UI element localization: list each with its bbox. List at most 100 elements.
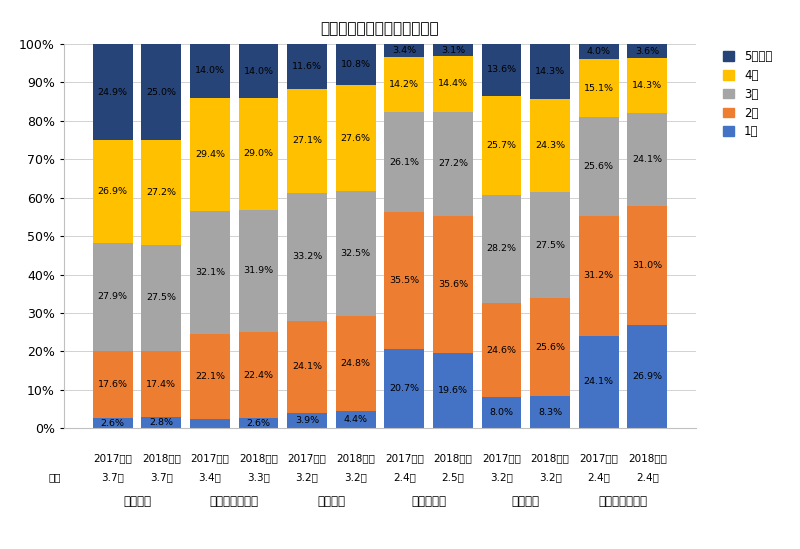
Text: 14.3%: 14.3% [535, 67, 565, 76]
Bar [627, 44, 667, 58]
Bar [384, 349, 424, 428]
Text: 中古戸建: 中古戸建 [512, 495, 540, 508]
Bar [384, 112, 424, 212]
Text: 15.1%: 15.1% [584, 84, 614, 93]
Text: 35.6%: 35.6% [438, 280, 468, 289]
Text: 27.9%: 27.9% [98, 293, 128, 301]
Text: 8.0%: 8.0% [490, 408, 514, 417]
Bar [627, 113, 667, 206]
Text: 10.8%: 10.8% [341, 60, 370, 69]
Text: 27.2%: 27.2% [146, 188, 176, 197]
Bar [93, 44, 133, 140]
Text: 3.2人: 3.2人 [296, 473, 318, 483]
Text: 2017年度: 2017年度 [288, 453, 326, 463]
Text: 26.1%: 26.1% [390, 158, 419, 166]
Bar [433, 111, 473, 216]
Bar [93, 351, 133, 418]
Text: 27.6%: 27.6% [341, 133, 370, 143]
Bar [238, 210, 278, 332]
Bar [433, 56, 473, 111]
Bar [530, 298, 570, 396]
Text: 11.6%: 11.6% [292, 62, 322, 71]
Bar [238, 418, 278, 428]
Bar [433, 216, 473, 353]
Bar [336, 85, 376, 191]
Text: 24.8%: 24.8% [341, 359, 370, 368]
Bar [384, 57, 424, 112]
Bar [579, 59, 618, 117]
Bar [433, 44, 473, 56]
Text: 2.4人: 2.4人 [636, 473, 658, 483]
Bar [142, 141, 181, 245]
Text: 25.6%: 25.6% [584, 162, 614, 171]
Text: 28.2%: 28.2% [486, 244, 517, 253]
Bar [579, 44, 618, 59]
Bar [433, 353, 473, 428]
Text: 27.5%: 27.5% [535, 240, 565, 250]
Text: 2017年度: 2017年度 [94, 453, 132, 463]
Text: 2018年度: 2018年度 [530, 453, 570, 463]
Text: 19.6%: 19.6% [438, 386, 468, 395]
Text: 27.1%: 27.1% [292, 137, 322, 145]
Bar [482, 303, 522, 397]
Bar [142, 417, 181, 428]
Text: 14.2%: 14.2% [390, 80, 419, 89]
Text: 24.1%: 24.1% [584, 377, 614, 386]
Text: 建売住宅: 建売住宅 [318, 495, 346, 508]
Bar [530, 396, 570, 428]
Bar [287, 413, 327, 428]
Bar [579, 335, 618, 428]
Text: 2018年度: 2018年度 [142, 453, 181, 463]
Text: 26.9%: 26.9% [98, 187, 128, 196]
Text: 25.0%: 25.0% [146, 88, 176, 97]
Text: 2018年度: 2018年度 [628, 453, 666, 463]
Text: 24.3%: 24.3% [535, 141, 565, 150]
Bar [142, 351, 181, 417]
Text: 27.5%: 27.5% [146, 293, 176, 302]
Text: 29.0%: 29.0% [243, 149, 274, 158]
Bar [336, 43, 376, 85]
Text: 25.6%: 25.6% [535, 343, 565, 351]
Text: 土地付注文住宅: 土地付注文住宅 [210, 495, 258, 508]
Text: 2017年度: 2017年度 [579, 453, 618, 463]
Text: 32.5%: 32.5% [341, 249, 370, 258]
Text: 注文住宅: 注文住宅 [123, 495, 151, 508]
Bar [93, 418, 133, 428]
Bar [190, 98, 230, 211]
Text: 3.1%: 3.1% [441, 46, 465, 55]
Text: 4.0%: 4.0% [586, 47, 610, 56]
Text: 17.6%: 17.6% [98, 380, 128, 389]
Text: 3.2人: 3.2人 [538, 473, 562, 483]
Text: 31.9%: 31.9% [243, 266, 274, 276]
Text: 2018年度: 2018年度 [336, 453, 375, 463]
Bar [93, 140, 133, 243]
Text: 3.4%: 3.4% [392, 46, 416, 55]
Bar [336, 316, 376, 411]
Bar [482, 194, 522, 303]
Text: 2.8%: 2.8% [150, 418, 174, 427]
Text: 14.0%: 14.0% [195, 66, 225, 75]
Text: 24.1%: 24.1% [632, 155, 662, 164]
Text: 4.4%: 4.4% [344, 415, 368, 424]
Bar [482, 43, 522, 96]
Bar [482, 96, 522, 194]
Bar [142, 44, 181, 141]
Text: 22.4%: 22.4% [243, 371, 274, 380]
Bar [190, 211, 230, 334]
Bar [142, 245, 181, 351]
Text: 2.4人: 2.4人 [393, 473, 416, 483]
Text: 14.0%: 14.0% [243, 67, 274, 76]
Text: 3.7人: 3.7人 [102, 473, 124, 483]
Text: 25.7%: 25.7% [486, 141, 517, 150]
Text: 3.2人: 3.2人 [344, 473, 367, 483]
Bar [384, 212, 424, 349]
Text: 31.0%: 31.0% [632, 261, 662, 270]
Text: 17.4%: 17.4% [146, 379, 176, 389]
Bar [627, 58, 667, 113]
Legend: 5人以上, 4人, 3人, 2人, 1人: 5人以上, 4人, 3人, 2人, 1人 [722, 50, 772, 138]
Bar [287, 193, 327, 321]
Bar [384, 44, 424, 57]
Bar [238, 44, 278, 98]
Text: 27.2%: 27.2% [438, 159, 468, 169]
Text: 3.9%: 3.9% [295, 416, 319, 425]
